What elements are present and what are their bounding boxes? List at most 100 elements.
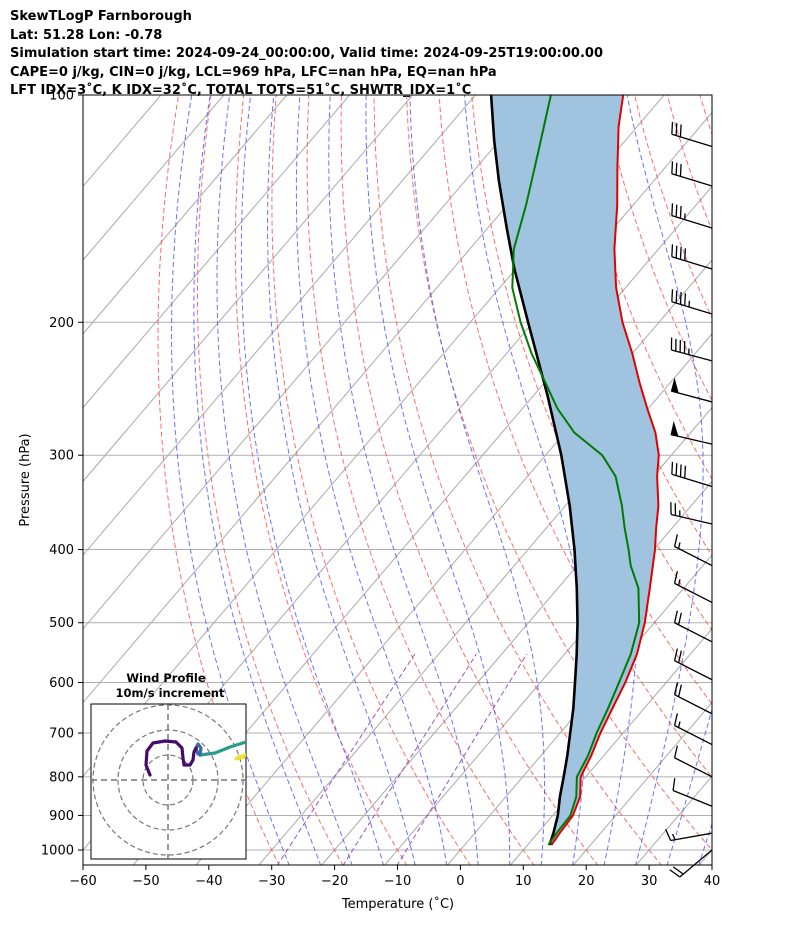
barb-full (679, 464, 682, 477)
dry-adiabat-line (438, 95, 712, 778)
isotherm-line (384, 480, 712, 865)
x-tick-label: 0 (456, 874, 464, 889)
mixing-ratio-lines (276, 653, 528, 865)
wind-barb (673, 745, 713, 778)
wind-barb (670, 421, 713, 445)
isotherm-line (195, 259, 712, 865)
isotherm-line (635, 775, 712, 865)
wind-barb (670, 502, 713, 525)
barb-full (673, 682, 678, 695)
barb-staff (679, 849, 713, 878)
barb-staff (671, 473, 713, 488)
barb-half (671, 833, 676, 840)
barb-full (669, 869, 681, 878)
x-tick-label: −50 (132, 874, 159, 889)
x-tick-label: 20 (578, 874, 595, 889)
barb-full (679, 246, 682, 260)
sounding-profiles (489, 95, 660, 846)
moist-adiabat-line (193, 95, 322, 865)
x-tick-label: −40 (195, 874, 222, 889)
barb-full (672, 778, 676, 791)
isotherm-line (83, 95, 602, 704)
wind-barb (673, 534, 713, 567)
barb-full (673, 745, 678, 758)
isotherm-line (761, 95, 794, 866)
barb-staff (670, 832, 713, 842)
isotherm-line (509, 628, 712, 865)
barb-full (679, 205, 682, 219)
moist-adiabat-line (698, 822, 712, 865)
barb-staff (671, 133, 713, 148)
hodograph-title: Wind Profile (126, 671, 206, 685)
simulation-time-line: Simulation start time: 2024-09-24_00:00:… (10, 46, 603, 61)
moist-adiabat-line (295, 95, 448, 865)
y-tick-label: 700 (49, 727, 74, 742)
hodograph-plot (91, 704, 246, 859)
barb-staff (674, 757, 713, 778)
y-tick-label: 500 (49, 616, 74, 631)
isotherm-line (83, 95, 413, 483)
hodograph-trace (234, 753, 246, 761)
barb-full (679, 291, 682, 305)
wind-barbs (665, 121, 713, 878)
barb-staff (674, 724, 713, 746)
barb-staff (674, 545, 713, 567)
mixing-ratio-line (276, 653, 416, 865)
dry-adiabat-line (634, 95, 712, 319)
isotherm-line (83, 95, 539, 630)
wind-barb (665, 828, 713, 842)
dry-adiabat-line (568, 95, 712, 480)
dry-adiabat-line (699, 95, 712, 136)
wind-barb (673, 682, 713, 715)
indices-line: LFT IDX=3˚C, K IDX=32˚C, TOTAL TOTS=51˚C… (10, 83, 472, 98)
barb-staff (674, 582, 713, 604)
wind-barb (669, 849, 713, 878)
barb-full (684, 465, 687, 479)
temperature-profile-line (550, 95, 660, 846)
barb-staff (674, 622, 713, 643)
dry-adiabat-line (306, 95, 535, 865)
barb-full (673, 648, 678, 661)
x-tick-label: 40 (704, 874, 721, 889)
wind-barb (671, 203, 713, 229)
x-axis-label: Temperature (˚C) (341, 896, 454, 912)
y-tick-label: 900 (49, 809, 74, 824)
barb-staff (670, 513, 713, 525)
cape-line: CAPE=0 j/kg, CIN=0 j/kg, LCL=969 hPa, LF… (10, 64, 497, 80)
barb-full (677, 650, 682, 663)
barb-full (677, 684, 682, 697)
barb-full (673, 713, 678, 726)
wind-barb (673, 648, 713, 681)
barb-pennant (670, 377, 679, 394)
hodograph-trace (144, 739, 198, 777)
mixing-ratio-line (342, 653, 477, 865)
isotherm-line (83, 95, 225, 261)
barb-full (675, 245, 678, 259)
dry-adiabat-line (197, 95, 344, 865)
wind-barb (671, 161, 713, 187)
barb-full (679, 163, 682, 177)
wind-barb (670, 377, 713, 403)
barb-full (673, 571, 678, 584)
dry-adiabat-line (765, 95, 794, 866)
barb-staff (671, 349, 713, 362)
barb-full (679, 124, 682, 137)
barb-full (675, 463, 678, 476)
barb-full (673, 610, 678, 623)
barb-staff (671, 256, 713, 270)
axes: −60 −50 −40 −30 −20 −10 0 10 20 30 40 1000 900 800 700… (41, 89, 720, 890)
y-tick-label: 100 (49, 89, 74, 104)
hodograph-inset: Wind Profile 10m/s increment (90, 671, 247, 860)
isotherm-line (83, 95, 288, 335)
barb-full (671, 161, 674, 174)
cape-cin-fill (491, 95, 659, 845)
barb-full (684, 293, 687, 306)
barb-full (675, 123, 678, 136)
dry-adiabat-line (471, 95, 712, 705)
barb-staff (671, 215, 713, 229)
barb-full (684, 248, 687, 261)
dry-adiabat-line (234, 95, 408, 865)
x-tick-label: 30 (641, 874, 658, 889)
hodograph-subtitle: 10m/s increment (116, 686, 225, 700)
